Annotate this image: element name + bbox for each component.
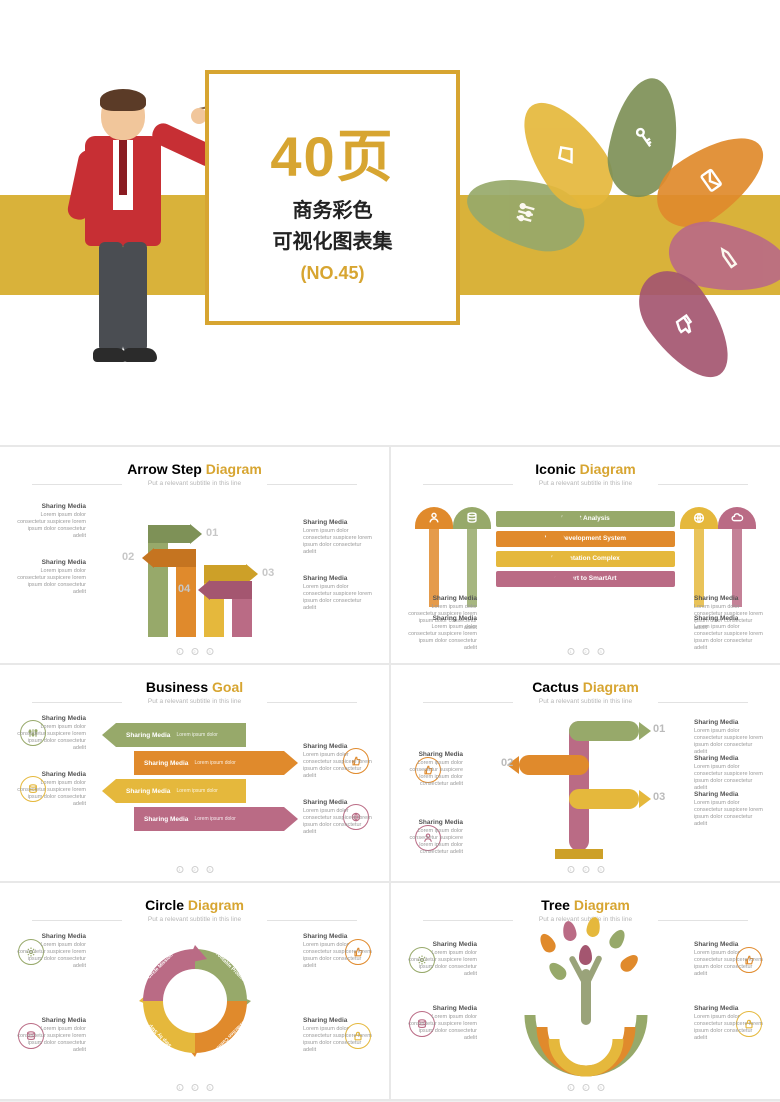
slide-subtitle: Put a relevant subtitle in this line bbox=[407, 698, 764, 705]
flower-icon-cluster bbox=[525, 60, 725, 260]
slide-arrow-step: Arrow Step Diagram Put a relevant subtit… bbox=[0, 447, 389, 663]
slide-subtitle: Put a relevant subtitle in this line bbox=[16, 698, 373, 705]
template-preview: 40页 商务彩色 可视化图表集 (NO.45) Arrow Step Diagr… bbox=[0, 0, 780, 1101]
slide-subtitle: Put a relevant subtitle in this line bbox=[407, 480, 764, 487]
thumbnail-grid: Arrow Step Diagram Put a relevant subtit… bbox=[0, 445, 780, 1101]
hero-line-1: 商务彩色 bbox=[293, 199, 373, 224]
slide-title: Iconic Diagram bbox=[407, 461, 764, 477]
slide-cactus: Cactus Diagram Put a relevant subtitle i… bbox=[391, 665, 780, 881]
slide-subtitle: Put a relevant subtitle in this line bbox=[16, 480, 373, 487]
hero-line-2: 可视化图表集 bbox=[273, 230, 393, 255]
slide-tree: Tree Diagram Put a relevant subtitle in … bbox=[391, 883, 780, 1099]
pager: 123 bbox=[176, 866, 213, 873]
presenter-illustration bbox=[65, 90, 215, 390]
slide-title: Business Goal bbox=[16, 679, 373, 695]
slide-title: Cactus Diagram bbox=[407, 679, 764, 695]
slide-title: Arrow Step Diagram bbox=[16, 461, 373, 477]
pager: 123 bbox=[567, 866, 604, 873]
pager: 123 bbox=[567, 1084, 604, 1091]
pager: 123 bbox=[567, 648, 604, 655]
pager: 123 bbox=[176, 648, 213, 655]
slide-title: Circle Diagram bbox=[16, 897, 373, 913]
slide-iconic: Iconic Diagram Put a relevant subtitle i… bbox=[391, 447, 780, 663]
slide-circle: Circle Diagram Put a relevant subtitle i… bbox=[0, 883, 389, 1099]
slide-business-goal: Business Goal Put a relevant subtitle in… bbox=[0, 665, 389, 881]
slide-subtitle: Put a relevant subtitle in this line bbox=[407, 916, 764, 923]
hero-title-card: 40页 商务彩色 可视化图表集 (NO.45) bbox=[205, 70, 460, 325]
slide-title: Tree Diagram bbox=[407, 897, 764, 913]
hero-no: (NO.45) bbox=[300, 263, 364, 284]
hero-slide: 40页 商务彩色 可视化图表集 (NO.45) bbox=[0, 0, 780, 445]
hero-number: 40页 bbox=[270, 112, 394, 193]
